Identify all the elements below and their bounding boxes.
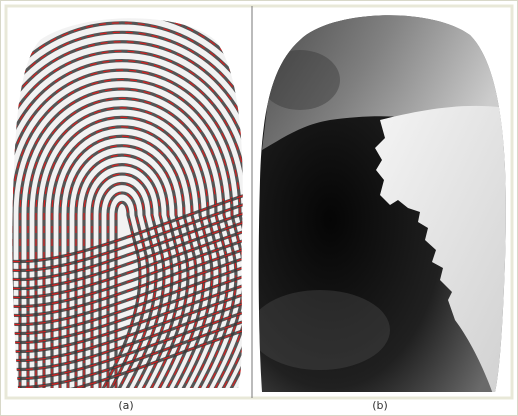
- orientation-image: [250, 0, 518, 400]
- caption: (a): [118, 399, 133, 412]
- caption: (b): [372, 399, 388, 412]
- orientation-shade: [250, 290, 390, 370]
- figure: (a) (b): [0, 0, 518, 416]
- page: (a) (b) (() => { const data = JSON.parse…: [0, 0, 518, 416]
